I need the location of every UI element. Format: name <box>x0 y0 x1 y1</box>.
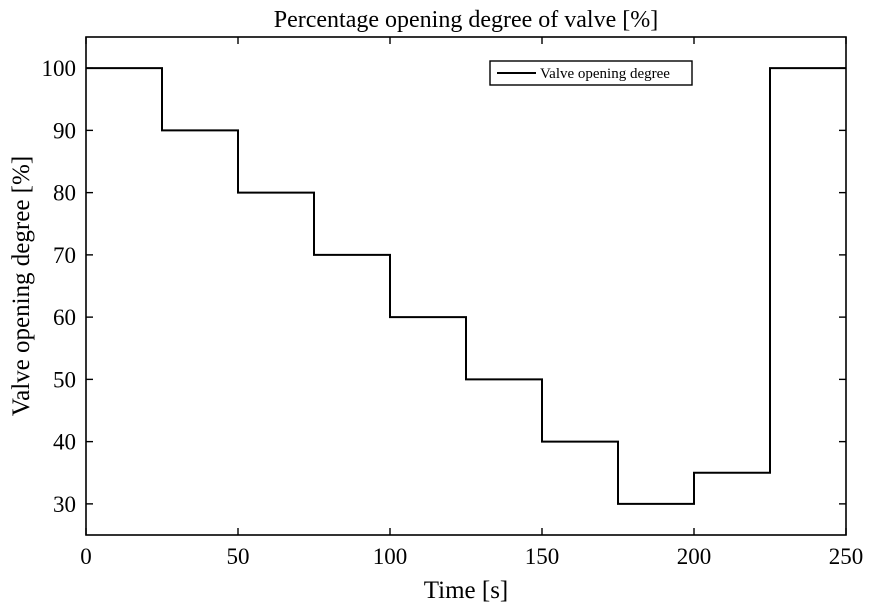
y-tick-label: 40 <box>53 430 76 455</box>
chart-title: Percentage opening degree of valve [%] <box>274 7 658 33</box>
legend: Valve opening degree <box>489 60 693 86</box>
y-tick-label: 100 <box>42 56 77 81</box>
x-tick-label: 100 <box>373 544 408 569</box>
x-tick-label: 200 <box>677 544 712 569</box>
y-tick-label: 80 <box>53 181 76 206</box>
y-axis-label: Valve opening degree [%] <box>8 156 35 416</box>
legend-entry-valve-opening-degree: Valve opening degree <box>540 66 670 82</box>
x-axis-ticks: 0 50 100 150 200 250 <box>80 37 863 569</box>
x-tick-label: 250 <box>829 544 864 569</box>
y-tick-label: 60 <box>53 305 76 330</box>
y-tick-label: 90 <box>53 118 76 143</box>
y-tick-label: 30 <box>53 492 76 517</box>
y-axis-ticks: 30 40 50 60 70 80 90 100 <box>42 56 846 517</box>
x-tick-label: 150 <box>525 544 560 569</box>
x-tick-label: 0 <box>80 544 92 569</box>
x-tick-label: 50 <box>227 544 250 569</box>
plot-frame <box>85 36 847 536</box>
y-tick-label: 70 <box>53 243 76 268</box>
x-axis-label: Time [s] <box>424 577 509 604</box>
y-tick-label: 50 <box>53 367 76 392</box>
series-line-valve-opening-degree <box>86 67 846 505</box>
